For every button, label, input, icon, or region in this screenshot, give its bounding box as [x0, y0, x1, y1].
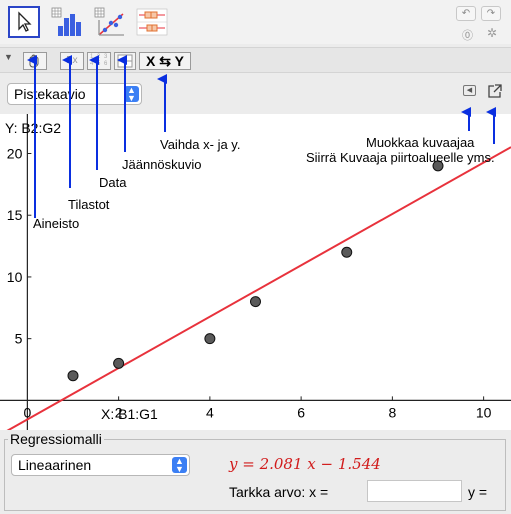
regression-line — [6, 146, 511, 430]
data-button[interactable]: 1 2 3 4 5 6 — [87, 52, 111, 70]
data-point[interactable] — [250, 296, 261, 308]
scatter-plot-tool-button[interactable] — [93, 6, 125, 38]
x-source-label: X: B1:G1 — [101, 406, 158, 422]
dropdown-arrows-icon: ▲ ▼ — [172, 457, 187, 474]
box-plot-icon — [136, 8, 168, 36]
precise-x-input[interactable] — [367, 480, 462, 502]
statistics-button[interactable]: Σx — [60, 52, 84, 70]
data-point[interactable] — [204, 333, 216, 345]
scatter-chart: 0 2 4 6 8 10 5 10 15 20 — [0, 114, 511, 430]
annotation-tilastot: Tilastot — [68, 197, 110, 212]
regression-model-dropdown[interactable]: Lineaarinen ▲ ▼ — [11, 454, 190, 476]
annotation-jaannoskuvio: Jäännöskuvio — [122, 157, 202, 172]
histogram-tool-button[interactable] — [50, 6, 82, 38]
data-point[interactable] — [432, 160, 444, 172]
sigma-label: Σx — [66, 55, 78, 66]
x-tick-label: 4 — [206, 404, 214, 420]
regression-panel-title: Regressiomalli — [8, 431, 104, 447]
cursor-arrow-icon — [18, 11, 32, 32]
data-glyph: 1 2 3 4 5 6 — [90, 54, 109, 67]
x-tick-label: 8 — [388, 404, 396, 420]
source-data-button[interactable] — [23, 52, 47, 70]
data-point[interactable] — [113, 357, 125, 369]
collapse-triangle-icon[interactable]: ▼ — [4, 52, 13, 62]
plot-type-dropdown[interactable]: Pistekaavio ▲ ▼ — [7, 83, 142, 105]
x-tick-label: 6 — [297, 404, 305, 420]
precise-value-label: Tarkka arvo: x = — [229, 484, 329, 500]
data-point[interactable] — [341, 246, 353, 258]
histogram-icon — [51, 7, 81, 36]
swap-label: X ⇆ Y — [146, 53, 184, 69]
box-plot-tool-button[interactable] — [136, 6, 168, 38]
undo-button[interactable]: ↶ — [456, 6, 476, 21]
x-tick-label: 0 — [23, 404, 31, 420]
annotation-aineisto: Aineisto — [33, 216, 80, 231]
x-tick-label: 2 — [115, 404, 123, 420]
dropdown-arrows-icon: ▲ ▼ — [124, 86, 139, 103]
data-point[interactable] — [67, 370, 79, 382]
annotation-muokkaa: Muokkaa kuvaajaa — [366, 135, 475, 150]
x-tick-label: 10 — [476, 404, 492, 420]
y-tick-label: 15 — [7, 207, 23, 223]
gear-icon[interactable]: ✲ — [487, 26, 498, 40]
options-toggle-icon[interactable]: ◀ — [463, 85, 476, 96]
regression-model-value: Lineaarinen — [18, 457, 92, 473]
scatter-plot-view[interactable]: 0 2 4 6 8 10 5 10 15 20 — [0, 114, 511, 430]
hand-icon — [29, 54, 39, 68]
y-source-label: Y: B2:G2 — [5, 120, 62, 136]
annotation-data: Data — [99, 175, 127, 190]
redo-icon: ↷ — [486, 8, 496, 19]
main-toolbar: ↶ ↷ ⓪ ✲ — [0, 0, 511, 44]
residual-icon — [117, 54, 133, 68]
help-icon[interactable]: ⓪ — [462, 30, 473, 42]
move-tool-button[interactable] — [8, 6, 40, 38]
precise-y-label: y = — [468, 484, 488, 500]
regression-formula: y = 2.081 x − 1.544 — [229, 455, 381, 473]
annotation-vaihda: Vaihda x- ja y. — [160, 137, 241, 152]
export-graph-icon[interactable] — [487, 83, 503, 99]
y-tick-label: 20 — [7, 146, 23, 162]
y-tick-label: 5 — [15, 331, 23, 347]
annotation-siirra: Siirrä Kuvaaja piirtoalueelle yms. — [306, 150, 495, 165]
undo-icon: ↶ — [461, 8, 471, 19]
y-tick-label: 10 — [7, 269, 23, 285]
swap-xy-button[interactable]: X ⇆ Y — [139, 52, 191, 70]
scatter-regression-icon — [94, 7, 124, 36]
residual-plot-button[interactable] — [114, 52, 136, 70]
view-toolbar: ▼ Σx 1 2 3 4 5 6 X ⇆ Y — [0, 47, 511, 73]
plot-type-bar: Pistekaavio ▲ ▼ ◀ — [0, 74, 511, 114]
plot-type-value: Pistekaavio — [14, 86, 86, 102]
regression-panel — [4, 439, 506, 511]
redo-button[interactable]: ↷ — [481, 6, 501, 21]
